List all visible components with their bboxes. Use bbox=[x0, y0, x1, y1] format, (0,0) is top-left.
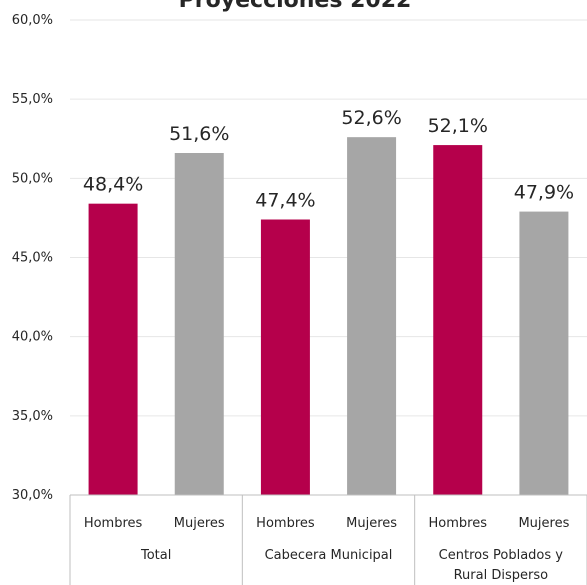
x-tick-label: Hombres bbox=[84, 516, 143, 531]
group-label: Total bbox=[140, 548, 171, 563]
y-tick-label: 60,0% bbox=[12, 13, 53, 28]
data-label: 52,1% bbox=[428, 115, 488, 137]
bar-mujeres bbox=[519, 211, 569, 496]
group-label: Cabecera Municipal bbox=[265, 548, 393, 563]
y-tick-label: 40,0% bbox=[12, 330, 53, 345]
bar-mujeres bbox=[174, 153, 224, 495]
y-tick-label: 35,0% bbox=[12, 409, 53, 424]
data-label: 47,9% bbox=[514, 182, 574, 204]
x-tick-label: Mujeres bbox=[346, 516, 397, 531]
y-tick-label: 50,0% bbox=[12, 171, 53, 186]
data-label: 52,6% bbox=[341, 107, 401, 129]
y-tick-label: 45,0% bbox=[12, 251, 53, 266]
x-tick-label: Hombres bbox=[256, 516, 315, 531]
data-label: 51,6% bbox=[169, 123, 229, 145]
bars bbox=[88, 137, 569, 496]
y-tick-label: 55,0% bbox=[12, 92, 53, 107]
x-axis: Hombres Mujeres Hombres Mujeres Hombres Mujer… bbox=[69, 494, 587, 585]
y-axis-ticks: 30,0% 35,0% 40,0% 45,0% 50,0% 55,0% 60,0% bbox=[12, 13, 53, 503]
grid-lines bbox=[70, 19, 587, 417]
data-labels: 48,4% 51,6% 47,4% 52,6% 52,1% 47,9% bbox=[83, 107, 574, 211]
x-tick-label: Mujeres bbox=[174, 516, 225, 531]
x-tick-label: Mujeres bbox=[518, 516, 569, 531]
data-label: 48,4% bbox=[83, 174, 143, 196]
x-tick-label: Hombres bbox=[429, 516, 488, 531]
bar-hombres bbox=[433, 145, 483, 496]
bar-hombres bbox=[260, 219, 310, 495]
chart-title: Proyecciones 2022 bbox=[179, 0, 412, 13]
bar-hombres bbox=[88, 203, 138, 495]
y-tick-label: 30,0% bbox=[12, 488, 53, 503]
bar-mujeres bbox=[347, 137, 397, 495]
group-label: Centros Poblados y Rural Disperso bbox=[439, 548, 564, 583]
data-label: 47,4% bbox=[255, 190, 315, 212]
